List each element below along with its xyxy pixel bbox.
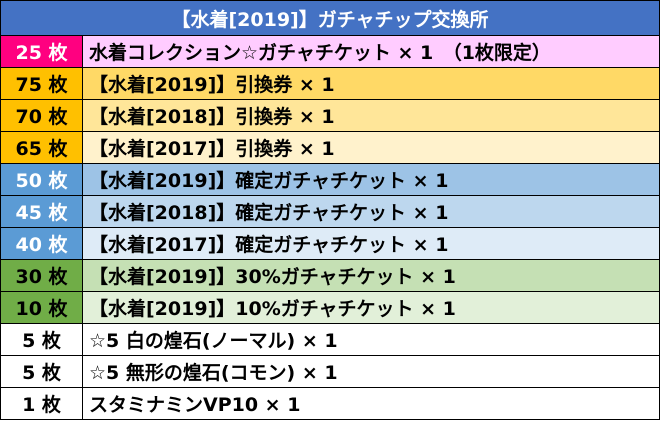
table-row: 70 枚【水着[2018]】引換券 × 1 [0,99,660,132]
table-row: 65 枚【水着[2017]】引換券 × 1 [0,131,660,164]
item-cell: 【水着[2018]】引換券 × 1 [82,99,660,132]
exchange-table: 【水着[2019]】ガチャチップ交換所 25 枚水着コレクション☆ガチャチケット… [0,0,660,420]
item-cell: スタミナミンVP10 × 1 [82,387,660,420]
item-cell: ☆5 白の煌石(ノーマル) × 1 [82,323,660,356]
item-cell: 【水着[2019]】引換券 × 1 [82,67,660,100]
table-row: 30 枚【水着[2019]】30%ガチャチケット × 1 [0,259,660,292]
item-cell: 【水着[2018]】確定ガチャチケット × 1 [82,195,660,228]
cost-cell: 50 枚 [0,163,83,196]
table-title: 【水着[2019]】ガチャチップ交換所 [0,0,660,36]
item-cell: ☆5 無形の煌石(コモン) × 1 [82,355,660,388]
table-row: 50 枚【水着[2019]】確定ガチャチケット × 1 [0,163,660,196]
item-cell: 【水着[2019]】30%ガチャチケット × 1 [82,259,660,292]
table-row: 40 枚【水着[2017]】確定ガチャチケット × 1 [0,227,660,260]
cost-cell: 30 枚 [0,259,83,292]
cost-cell: 45 枚 [0,195,83,228]
cost-cell: 40 枚 [0,227,83,260]
item-cell: 水着コレクション☆ガチャチケット × 1 （1枚限定） [82,35,660,68]
cost-cell: 10 枚 [0,291,83,324]
cost-cell: 5 枚 [0,323,83,356]
table-row: 5 枚 ☆5 無形の煌石(コモン) × 1 [0,355,660,388]
cost-cell: 75 枚 [0,67,83,100]
table-row: 1 枚スタミナミンVP10 × 1 [0,387,660,420]
cost-cell: 65 枚 [0,131,83,164]
table-row: 75 枚【水着[2019]】引換券 × 1 [0,67,660,100]
table-body: 25 枚水着コレクション☆ガチャチケット × 1 （1枚限定） 75 枚【水着[2… [0,35,660,420]
table-row: 10 枚【水着[2019]】10%ガチャチケット × 1 [0,291,660,324]
cost-cell: 5 枚 [0,355,83,388]
cost-cell: 25 枚 [0,35,83,68]
table-row: 5 枚 ☆5 白の煌石(ノーマル) × 1 [0,323,660,356]
table-header-row: 【水着[2019]】ガチャチップ交換所 [0,0,660,36]
table-row: 25 枚水着コレクション☆ガチャチケット × 1 （1枚限定） [0,35,660,68]
item-cell: 【水着[2019]】確定ガチャチケット × 1 [82,163,660,196]
cost-cell: 70 枚 [0,99,83,132]
item-cell: 【水着[2019]】10%ガチャチケット × 1 [82,291,660,324]
table-row: 45 枚【水着[2018]】確定ガチャチケット × 1 [0,195,660,228]
item-cell: 【水着[2017]】確定ガチャチケット × 1 [82,227,660,260]
cost-cell: 1 枚 [0,387,83,420]
item-cell: 【水着[2017]】引換券 × 1 [82,131,660,164]
